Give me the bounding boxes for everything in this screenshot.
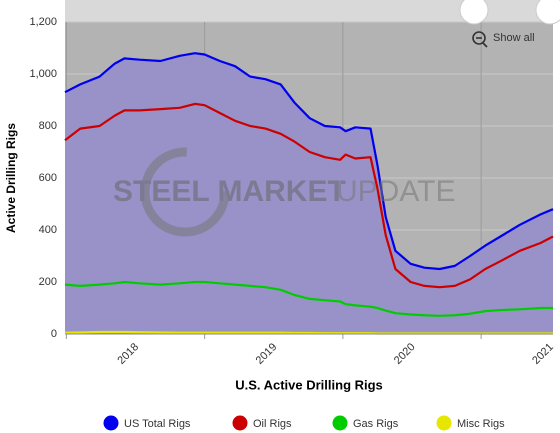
y-tick-label: 0 xyxy=(51,328,57,340)
legend-item[interactable]: Misc Rigs xyxy=(436,415,506,431)
watermark-light: UPDATE xyxy=(336,175,455,208)
x-tick-label: 2018 xyxy=(115,341,141,367)
legend: US Total Rigs Oil Rigs Gas Rigs Misc Rigs xyxy=(103,415,506,431)
y-axis-title: Active Drilling Rigs xyxy=(4,123,18,233)
x-axis-title: U.S. Active Drilling Rigs xyxy=(235,377,383,392)
line xyxy=(64,280,553,317)
y-tick-label: 800 xyxy=(39,120,57,132)
zoom-icon xyxy=(472,31,486,45)
watermark: STEEL MARKET UPDATE xyxy=(113,147,455,237)
x-tick-label: 2020 xyxy=(392,341,418,367)
legend-label: Oil Rigs xyxy=(253,418,292,430)
watermark-logo xyxy=(140,147,230,237)
line xyxy=(64,102,554,289)
legend-swatch xyxy=(436,415,452,431)
legend-swatch xyxy=(232,415,248,431)
line xyxy=(64,330,553,335)
y-tick-label: 400 xyxy=(39,224,57,236)
legend-label: Misc Rigs xyxy=(457,418,505,430)
legend-item[interactable]: US Total Rigs xyxy=(103,415,191,431)
legend-swatch xyxy=(103,415,119,431)
x-tick-label: 2019 xyxy=(254,341,280,367)
top-band xyxy=(65,0,553,22)
y-tick-label: 600 xyxy=(39,172,57,184)
navigator-handle[interactable] xyxy=(459,0,489,25)
watermark-bold: STEEL MARKET xyxy=(113,175,346,208)
area xyxy=(65,53,553,334)
y-tick-label: 1,000 xyxy=(29,68,57,80)
legend-label: US Total Rigs xyxy=(124,418,191,430)
zoom-icon xyxy=(482,42,488,48)
x-tick-label: 2021 xyxy=(530,341,556,367)
y-tick-label: 1,200 xyxy=(29,16,57,28)
line xyxy=(64,52,554,271)
button-label[interactable]: Show all xyxy=(493,32,535,44)
navigator-handle[interactable] xyxy=(535,0,560,25)
legend-item[interactable]: Oil Rigs xyxy=(232,415,293,431)
legend-label: Gas Rigs xyxy=(353,418,399,430)
legend-item[interactable]: Gas Rigs xyxy=(332,415,399,431)
y-tick-label: 200 xyxy=(39,276,57,288)
show-all-button[interactable]: Show all xyxy=(472,31,535,48)
legend-swatch xyxy=(332,415,348,431)
